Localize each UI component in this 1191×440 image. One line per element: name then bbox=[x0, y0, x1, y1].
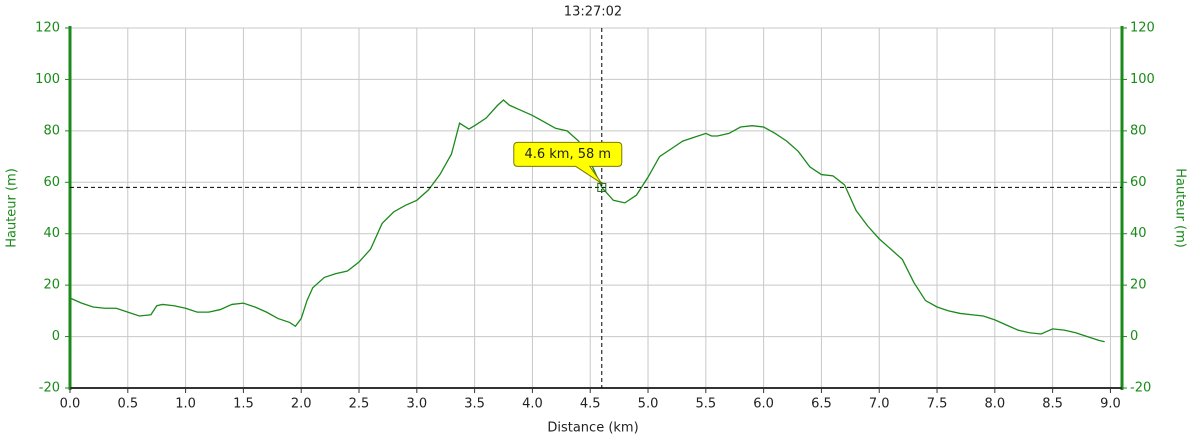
chart-title: 13:27:02 bbox=[564, 5, 622, 20]
y2-tick-label: 0 bbox=[1130, 329, 1138, 344]
y-tick-label: 0 bbox=[52, 329, 60, 344]
x-tick-label: 2.0 bbox=[291, 397, 312, 412]
x-tick-label: 6.0 bbox=[753, 397, 774, 412]
x-tick-label: 0.5 bbox=[117, 397, 138, 412]
y2-tick-label: 100 bbox=[1130, 72, 1155, 87]
x-tick-label: 2.5 bbox=[349, 397, 370, 412]
x-tick-label: 5.5 bbox=[695, 397, 716, 412]
y2-axis-label: Hauteur (m) bbox=[1173, 168, 1188, 248]
x-tick-label: 0.0 bbox=[60, 397, 81, 412]
y-tick-label: 40 bbox=[43, 226, 60, 241]
x-tick-label: 7.0 bbox=[869, 397, 890, 412]
y-tick-label: 60 bbox=[43, 175, 60, 190]
y-axis-label: Hauteur (m) bbox=[5, 168, 20, 248]
y-tick-label: 20 bbox=[43, 278, 60, 293]
x-axis-label: Distance (km) bbox=[547, 421, 638, 436]
y-tick-label: -20 bbox=[39, 381, 60, 396]
y2-tick-label: 60 bbox=[1130, 175, 1147, 190]
y2-tick-label: 20 bbox=[1130, 278, 1147, 293]
x-tick-label: 1.5 bbox=[233, 397, 254, 412]
x-tick-label: 8.5 bbox=[1042, 397, 1063, 412]
y2-tick-label: 120 bbox=[1130, 21, 1155, 36]
x-tick-label: 4.0 bbox=[522, 397, 543, 412]
x-tick-label: 1.0 bbox=[175, 397, 196, 412]
tooltip-label: 4.6 km, 58 m bbox=[524, 147, 611, 162]
x-tick-label: 9.0 bbox=[1100, 397, 1121, 412]
x-tick-label: 7.5 bbox=[927, 397, 948, 412]
x-tick-label: 3.0 bbox=[406, 397, 427, 412]
y2-tick-label: 40 bbox=[1130, 226, 1147, 241]
y-tick-label: 80 bbox=[43, 123, 60, 138]
x-tick-label: 4.5 bbox=[580, 397, 601, 412]
y-tick-label: 120 bbox=[35, 21, 60, 36]
x-tick-label: 6.5 bbox=[811, 397, 832, 412]
y2-tick-label: -20 bbox=[1130, 381, 1151, 396]
y2-tick-label: 80 bbox=[1130, 123, 1147, 138]
x-tick-label: 5.0 bbox=[638, 397, 659, 412]
x-tick-label: 8.0 bbox=[984, 397, 1005, 412]
x-tick-label: 3.5 bbox=[464, 397, 485, 412]
elevation-line bbox=[69, 99, 1105, 343]
tooltip-box bbox=[513, 141, 623, 184]
y-tick-label: 100 bbox=[35, 72, 60, 87]
